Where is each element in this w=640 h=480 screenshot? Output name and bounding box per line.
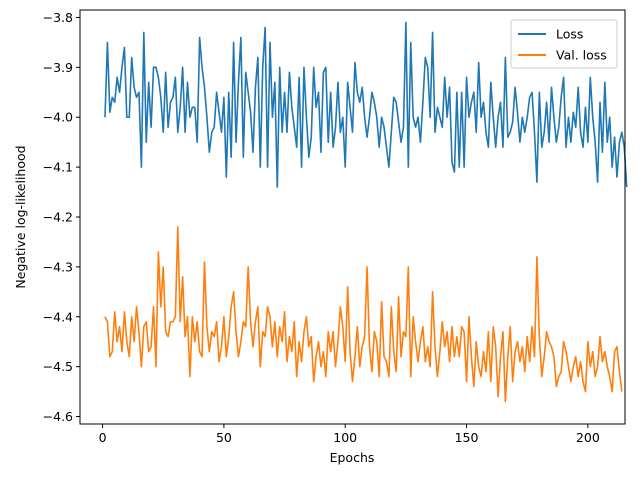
y-tick-label: −4.5 bbox=[43, 359, 73, 374]
legend-label-loss: Loss bbox=[556, 27, 583, 42]
legend-label-val-loss: Val. loss bbox=[556, 48, 607, 63]
y-axis-label: Negative log-likelihood bbox=[13, 145, 28, 288]
y-tick-label: −4.0 bbox=[43, 110, 73, 125]
y-axis: −3.8 −3.9 −4.0 −4.1 −4.2 −4.3 −4.4 −4.5 −4.6 bbox=[43, 10, 80, 424]
x-tick-label: 150 bbox=[455, 430, 479, 445]
x-tick-label: 0 bbox=[99, 430, 107, 445]
y-tick-label: −3.9 bbox=[43, 60, 73, 75]
series-line-val-loss bbox=[104, 226, 623, 403]
x-tick-label: 50 bbox=[216, 430, 232, 445]
y-tick-label: −4.1 bbox=[43, 160, 73, 175]
x-axis: 0 50 100 150 200 bbox=[99, 424, 600, 445]
y-tick-label: −4.3 bbox=[43, 259, 73, 274]
series-line-loss bbox=[104, 21, 628, 188]
x-tick-label: 100 bbox=[333, 430, 357, 445]
legend: Loss Val. loss bbox=[510, 19, 618, 69]
y-tick-label: −4.4 bbox=[43, 309, 73, 324]
x-axis-label: Epochs bbox=[330, 450, 375, 465]
y-tick-label: −4.2 bbox=[43, 210, 73, 225]
plot-series-group bbox=[104, 21, 628, 403]
y-tick-label: −3.8 bbox=[43, 10, 73, 25]
y-tick-label: −4.6 bbox=[43, 409, 73, 424]
x-tick-label: 200 bbox=[576, 430, 600, 445]
